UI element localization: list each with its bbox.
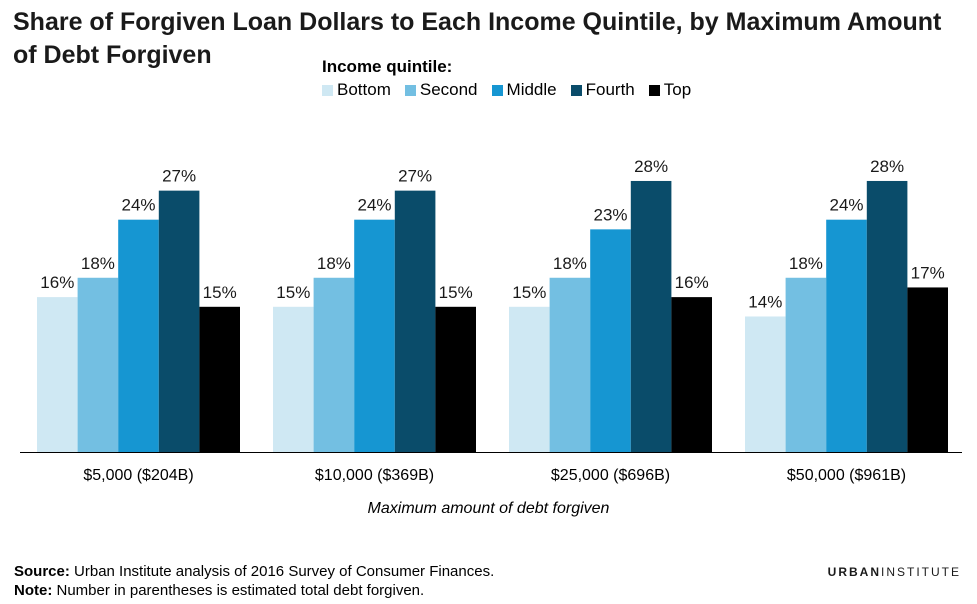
legend-label-second: Second bbox=[419, 80, 478, 99]
data-label-second-1: 18% bbox=[81, 254, 115, 273]
bar-middle-1 bbox=[118, 219, 159, 452]
bar-second-3 bbox=[549, 277, 591, 452]
data-label-fourth-2: 27% bbox=[398, 167, 432, 186]
bar-bottom-4 bbox=[745, 316, 786, 452]
bar-middle-4 bbox=[826, 219, 867, 452]
data-label-bottom-1: 16% bbox=[40, 273, 74, 292]
legend-title: Income quintile: bbox=[322, 57, 453, 76]
data-label-second-2: 18% bbox=[317, 254, 351, 273]
note-line: Note: Number in parentheses is estimated… bbox=[14, 581, 494, 600]
bar-top-3 bbox=[671, 297, 712, 452]
source-text: Urban Institute analysis of 2016 Survey … bbox=[69, 563, 495, 580]
data-label-top-1: 15% bbox=[203, 283, 237, 302]
data-label-middle-2: 24% bbox=[357, 196, 391, 215]
legend-swatch-bottom bbox=[322, 84, 333, 96]
legend-item-bottom: Bottom bbox=[322, 80, 391, 100]
data-label-fourth-1: 27% bbox=[162, 167, 196, 186]
bar-top-4 bbox=[907, 287, 948, 452]
legend-label-top: Top bbox=[663, 80, 692, 99]
legend-item-top: Top bbox=[648, 80, 692, 100]
legend-label-bottom: Bottom bbox=[337, 80, 391, 99]
data-label-bottom-3: 15% bbox=[512, 283, 546, 302]
bar-top-2 bbox=[435, 306, 476, 452]
legend-swatch-second bbox=[404, 84, 416, 96]
data-label-second-3: 18% bbox=[553, 254, 587, 273]
data-label-middle-3: 23% bbox=[593, 205, 627, 224]
data-label-top-3: 16% bbox=[675, 273, 709, 292]
legend-swatch-fourth bbox=[570, 84, 582, 96]
source-label: Source: bbox=[14, 563, 70, 580]
brand-institute: INSTITUTE bbox=[881, 565, 961, 579]
data-label-fourth-3: 28% bbox=[634, 157, 668, 176]
legend-label-fourth: Fourth bbox=[585, 80, 635, 99]
bar-fourth-4 bbox=[866, 180, 908, 452]
note-text: Number in parentheses is estimated total… bbox=[52, 582, 425, 599]
x-tick-label-2: $10,000 ($369B) bbox=[315, 467, 434, 484]
brand-urban: URBAN bbox=[827, 565, 881, 579]
bar-second-2 bbox=[313, 277, 355, 452]
bar-bottom-1 bbox=[37, 297, 78, 452]
legend-label-middle: Middle bbox=[506, 80, 557, 99]
bar-fourth-3 bbox=[630, 180, 672, 452]
data-label-top-2: 15% bbox=[439, 283, 473, 302]
legend-item-second: Second bbox=[404, 80, 478, 100]
bar-bottom-3 bbox=[509, 306, 550, 452]
data-label-bottom-2: 15% bbox=[276, 283, 310, 302]
legend-item-fourth: Fourth bbox=[570, 80, 635, 100]
data-label-middle-4: 24% bbox=[829, 196, 863, 215]
chart-title: Share of Forgiven Loan Dollars to Each I… bbox=[13, 8, 942, 69]
source-line: Source: Urban Institute analysis of 2016… bbox=[14, 562, 494, 581]
bar-second-4 bbox=[785, 277, 827, 452]
bar-fourth-2 bbox=[394, 190, 436, 452]
x-tick-label-4: $50,000 ($961B) bbox=[787, 467, 906, 484]
bar-second-1 bbox=[77, 277, 119, 452]
legend: Bottom Second Middle Fourth Top bbox=[322, 80, 705, 100]
note-label: Note: bbox=[14, 582, 53, 599]
bar-middle-2 bbox=[354, 219, 395, 452]
data-label-fourth-4: 28% bbox=[870, 157, 904, 176]
legend-swatch-middle bbox=[491, 84, 503, 96]
bar-top-1 bbox=[199, 306, 240, 452]
data-label-second-4: 18% bbox=[789, 254, 823, 273]
chart-notes: Source: Urban Institute analysis of 2016… bbox=[14, 562, 494, 600]
bar-fourth-1 bbox=[158, 190, 200, 452]
legend-item-middle: Middle bbox=[491, 80, 557, 100]
x-tick-label-3: $25,000 ($696B) bbox=[551, 467, 670, 484]
bar-middle-3 bbox=[590, 229, 631, 452]
bar-bottom-2 bbox=[273, 306, 314, 452]
bar-chart: 16% 18% 24% 27% 15% $5,000 ($204B) 15% 18% 24% 27… bbox=[20, 157, 962, 484]
data-label-bottom-4: 14% bbox=[748, 292, 782, 311]
urban-institute-logo: URBANINSTITUTE bbox=[828, 565, 961, 579]
data-label-top-4: 17% bbox=[911, 263, 945, 282]
x-tick-label-1: $5,000 ($204B) bbox=[83, 467, 193, 484]
x-axis-title: Maximum amount of debt forgiven bbox=[367, 500, 610, 517]
data-label-middle-1: 24% bbox=[121, 196, 155, 215]
legend-swatch-top bbox=[648, 84, 660, 96]
